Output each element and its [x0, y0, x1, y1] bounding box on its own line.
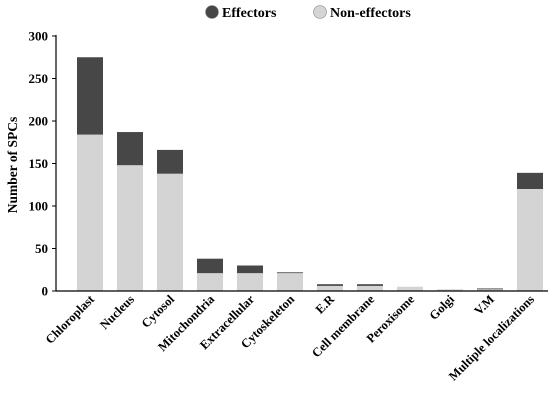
- legend-label-effectors: Effectors: [222, 6, 277, 21]
- bar-effectors-3: [197, 258, 223, 274]
- bar-effectors-6: [317, 284, 343, 286]
- bar-effectors-1: [117, 132, 143, 166]
- bar-non-effectors-4: [237, 273, 263, 291]
- bar-non-effectors-5: [277, 273, 303, 291]
- bar-effectors-2: [157, 149, 183, 174]
- y-tick-label: 300: [29, 29, 49, 44]
- y-axis: 0 50 100 150 200 250 300: [29, 29, 57, 299]
- y-tick-label: 200: [29, 114, 49, 129]
- legend-swatch-non-effectors: [313, 5, 327, 19]
- x-tick-label: Cytosol: [139, 292, 178, 331]
- x-axis: Chloroplast Nucleus CytosolMitochondriaExt…: [43, 290, 548, 383]
- x-tick-label: V.M: [471, 292, 497, 318]
- bar-non-effectors-3: [197, 273, 223, 291]
- y-tick-label: 50: [35, 241, 48, 256]
- bar-effectors-7: [357, 284, 383, 286]
- y-tick-label: 150: [29, 156, 49, 171]
- bar-non-effectors-8: [397, 286, 423, 291]
- x-tick-label: Golgi: [427, 292, 458, 323]
- bar-effectors-10: [477, 288, 503, 290]
- bar-non-effectors-2: [157, 173, 183, 291]
- bar-non-effectors-11: [517, 189, 543, 291]
- bar-non-effectors-10: [477, 289, 503, 291]
- bar-non-effectors-7: [357, 285, 383, 291]
- y-tick-label: 100: [29, 199, 49, 214]
- bar-non-effectors-6: [317, 285, 343, 291]
- bar-effectors-5: [277, 272, 303, 274]
- bar-non-effectors-9: [437, 289, 463, 291]
- y-tick-label: 250: [29, 71, 49, 86]
- bar-effectors-4: [237, 265, 263, 274]
- x-tick-label: E.R: [313, 292, 338, 317]
- bars: [77, 57, 543, 291]
- legend-label-non-effectors: Non-effectors: [330, 6, 411, 21]
- legend: Effectors Non-effectors: [205, 5, 411, 21]
- x-tick-label: Chloroplast: [43, 292, 98, 347]
- bar-non-effectors-1: [117, 165, 143, 291]
- bar-effectors-0: [77, 57, 103, 135]
- x-tick-label: Nucleus: [97, 292, 137, 332]
- y-axis-label: Number of SPCs: [5, 117, 20, 214]
- bar-effectors-11: [517, 172, 543, 189]
- y-tick-label: 0: [42, 284, 49, 299]
- bar-non-effectors-0: [77, 134, 103, 291]
- legend-swatch-effectors: [205, 5, 219, 19]
